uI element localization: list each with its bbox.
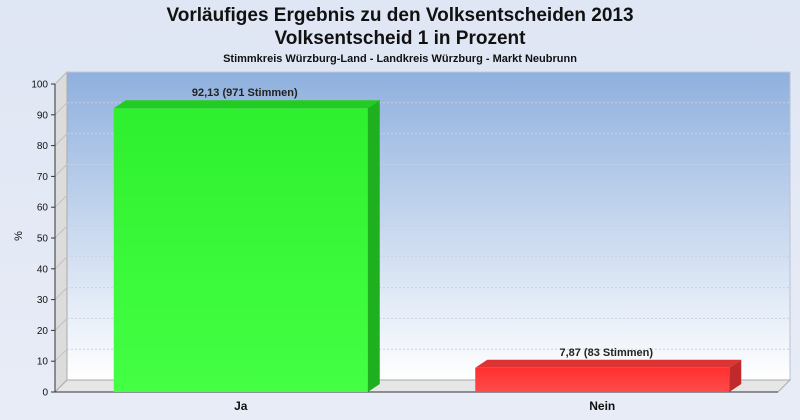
- data-label: 7,87 (83 Stimmen): [559, 347, 653, 359]
- chart-title-line2: Volksentscheid 1 in Prozent: [274, 28, 526, 49]
- bar-front: [113, 108, 368, 393]
- y-tick-label: 20: [37, 326, 49, 337]
- bar-ja: [113, 100, 380, 393]
- y-tick-label: 0: [42, 388, 48, 399]
- y-tick-label: 30: [37, 295, 49, 306]
- gridline-side: [54, 348, 68, 362]
- gridline-side: [54, 71, 68, 85]
- y-tick-label: 10: [37, 357, 49, 368]
- data-label: 92,13 (971 Stimmen): [192, 87, 298, 99]
- chart-title-line1: Vorläufiges Ergebnis zu den Volksentsche…: [166, 5, 634, 26]
- gridline-side: [54, 256, 68, 270]
- bar-side: [729, 359, 742, 392]
- x-tick-label: Ja: [234, 399, 248, 413]
- y-tick-label: 100: [31, 80, 48, 91]
- y-tick-label: 60: [37, 203, 49, 214]
- y-tick-label: 90: [37, 110, 49, 121]
- bar-side: [367, 100, 380, 393]
- gridline-side: [54, 133, 68, 146]
- chart-header: Vorläufiges Ergebnis zu den Volksentsche…: [0, 4, 800, 65]
- chart-subtitle: Stimmkreis Würzburg-Land - Landkreis Wür…: [223, 53, 577, 65]
- gridline-side: [54, 164, 68, 177]
- gridline-side: [54, 194, 68, 208]
- bar-top: [475, 359, 742, 368]
- x-tick-label: Nein: [589, 399, 615, 413]
- y-tick-label: 80: [37, 141, 49, 152]
- bar-front: [475, 367, 730, 392]
- gridline-side: [54, 225, 68, 239]
- y-tick-label: 50: [37, 234, 49, 245]
- y-tick-label: 70: [37, 172, 49, 183]
- y-axis-title: %: [13, 231, 25, 241]
- y-tick-label: 40: [37, 264, 49, 275]
- gridline-side: [54, 318, 68, 331]
- gridline-side: [54, 102, 68, 116]
- bar-top: [113, 100, 380, 109]
- bar-nein: [475, 359, 742, 392]
- gridline-side: [54, 287, 68, 300]
